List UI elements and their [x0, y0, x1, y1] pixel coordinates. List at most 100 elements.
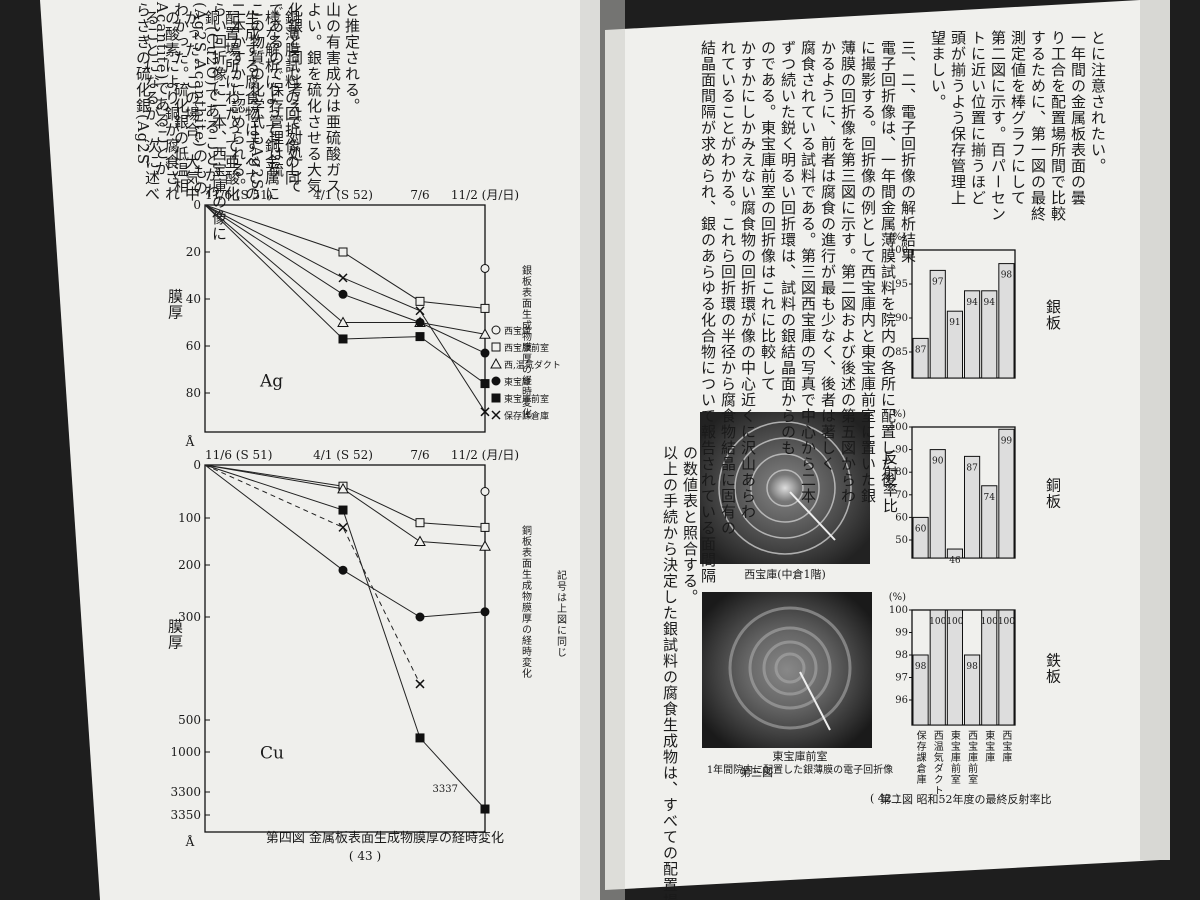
category-label: 東宝庫前室 [948, 729, 960, 785]
y-tick-label: 80 [895, 467, 908, 478]
bar-label: 98 [966, 662, 978, 672]
series-line [204, 464, 486, 547]
page-number: ( 42 ) [870, 792, 900, 805]
y-tick-label: 1000 [170, 745, 201, 759]
bar-label: 74 [984, 493, 996, 503]
y-tick-label: 0 [193, 198, 201, 212]
y-tick-label: 100 [889, 245, 908, 256]
plot-frame [911, 609, 1016, 726]
y-tick-label: 98 [895, 650, 908, 661]
series-line [204, 204, 486, 385]
text-line: かった。この場合、大気中 [183, 10, 201, 202]
element-label: Cu [260, 744, 284, 764]
pointer [799, 671, 831, 731]
category-label: 西宝庫前室 [966, 730, 978, 785]
bar-label: 99 [1001, 436, 1013, 446]
bar [912, 337, 929, 379]
bar [912, 516, 929, 559]
photo-caption: 西宝庫(中倉1階) [744, 567, 826, 581]
y-tick-label: 100 [889, 605, 908, 616]
figure-label: 第三図 [740, 765, 773, 779]
text-line: トに近い位置に揃うほど [969, 30, 987, 206]
y-axis-title: 反射率比 [881, 450, 899, 514]
y-tick-label: 96 [895, 695, 908, 706]
panel-label: 鉄板 [1044, 653, 1062, 685]
chart-note: 記号は上図に同じ [555, 569, 567, 658]
bar [946, 609, 963, 726]
y-tick-label: 95 [895, 279, 908, 290]
y-tick-label: 100 [889, 422, 908, 433]
gutter [580, 0, 625, 900]
plot-frame [911, 249, 1016, 379]
text-line: 銅(Cu2O)であることがわ [203, 10, 221, 199]
text-line: らさきの硫化銀(Ag2S [134, 2, 152, 165]
data-point [491, 393, 501, 403]
panel-label: 銀板 [1044, 299, 1062, 331]
data-point [415, 332, 425, 342]
data-point [415, 318, 425, 327]
text-line: 様な解析によって銅金属に [263, 10, 281, 202]
text-line: かるように、前者は腐食の進行が最も少なく、後者は著しく [819, 40, 837, 472]
text-line: と推定される。 [343, 2, 361, 114]
y-tick-label: 70 [895, 490, 908, 501]
data-point [480, 804, 490, 814]
bar-label: 90 [932, 457, 944, 467]
text-line: のである。東宝庫前室の回折像はこれに比較して [759, 40, 777, 392]
bar-label: 100 [929, 617, 946, 627]
section-heading: 三、二、電子回折像の解析結果 [899, 40, 917, 264]
unit: (%) [889, 592, 906, 603]
category-label: 西宝庫 [1000, 730, 1012, 763]
data-point [415, 518, 425, 528]
bar-label: 100 [998, 617, 1015, 627]
bar [998, 609, 1015, 726]
data-point [415, 679, 425, 689]
text-line: 生成する腐食物はすべての [243, 10, 261, 202]
y-tick-label: 0 [193, 458, 201, 472]
text-line: (Ag2S Acanthite)のもの [191, 2, 209, 196]
text-line: 山の有害成分は亜硫酸ガス [324, 2, 342, 194]
y-tick-label: 60 [186, 339, 201, 353]
series-line [204, 204, 486, 335]
category-label: 東宝庫 [983, 729, 995, 763]
y-tick-label: 300 [178, 610, 201, 624]
element-label: Ag [259, 372, 283, 392]
bar-label: 94 [984, 298, 996, 308]
x-tick-label: 11/2 (月/日) [451, 188, 519, 202]
text-line: らい回折像に一本、西宝庫の像に [210, 2, 228, 242]
series-line [204, 204, 486, 354]
text-line: Acantite)であることが [153, 1, 171, 176]
text-line: れていることがわかる。これら回折環の半径から腐食物結晶に固有の [719, 40, 737, 536]
data-point [480, 487, 490, 496]
y-tick-label: 50 [895, 535, 908, 546]
y-tick-label: 85 [895, 347, 908, 358]
series-line [204, 204, 486, 309]
x-tick-label: 7/6 [410, 448, 429, 462]
figure-caption: 第二図 昭和52年度の最終反射率比 [880, 792, 1052, 806]
bar-label: 98 [1001, 271, 1013, 281]
plot-frame [204, 204, 486, 433]
y-tick-label: 40 [186, 292, 201, 306]
x-tick-label: 4/1 (S 52) [313, 448, 373, 462]
text-line: 望ましい。 [929, 30, 947, 110]
unit: (%) [889, 409, 906, 420]
bar [929, 609, 946, 726]
text-line: よい。銀を硫化させる大気 [305, 2, 323, 194]
data-point [415, 612, 425, 622]
text-line: 第二図に示す。百パーセン [989, 29, 1007, 222]
data-point [338, 522, 348, 532]
chart-note: 銀板表面生成物膜厚の経時変化 [520, 264, 532, 419]
unit: Å [185, 834, 195, 849]
bar [998, 428, 1015, 559]
left-page [40, 0, 600, 900]
pointer [789, 491, 836, 541]
data-point [480, 522, 490, 532]
data-point [479, 540, 491, 551]
bar-label: 87 [966, 463, 978, 473]
text-line: 腐食されている試料である。第三図西宝庫の写真で中心から二本 [799, 39, 817, 504]
text-line: 薄膜の回折像を第三図に示す。第二図および後述の第五図からわ [839, 40, 857, 504]
text-line: 頭が揃うよう保存管理上 [949, 30, 967, 206]
y-axis-title: 膜厚 [166, 289, 184, 321]
figure-caption: 1年間院内に配置した銀薄膜の電子回折像 [707, 763, 893, 776]
text-line: に撮影する。回折像の例として西宝庫内と東宝庫前室に置いた銀 [859, 40, 877, 504]
